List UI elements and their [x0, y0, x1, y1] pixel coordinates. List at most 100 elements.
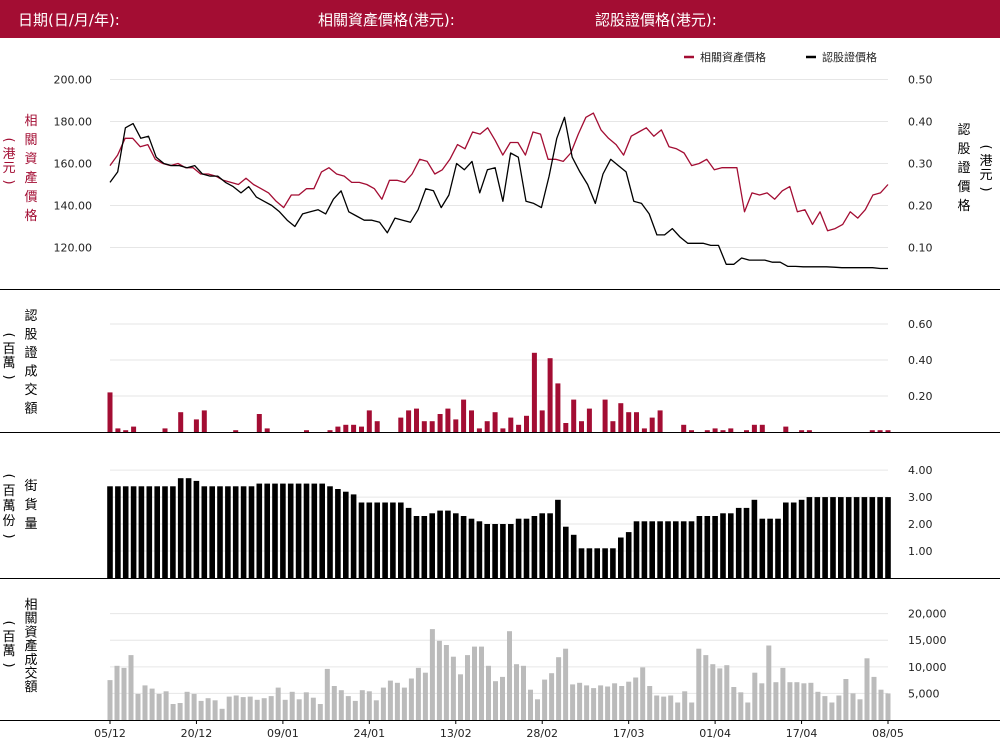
underlying-turnover-bar [745, 702, 751, 720]
underlying-turnover-bar [458, 674, 463, 720]
warrant-turnover-bar [704, 430, 710, 432]
left-axis-tick: 120.00 [54, 242, 93, 255]
underlying-turnover-bar [773, 682, 779, 720]
x-axis-tick: 24/01 [353, 727, 385, 740]
underlying-turnover-bar [450, 656, 456, 720]
svg-text:): ) [1, 179, 16, 184]
underlying-turnover-bar [401, 687, 407, 720]
underlying-turnover-bar [268, 696, 274, 720]
svg-text:產: 產 [24, 170, 37, 186]
underlying-turnover-bar [654, 695, 660, 720]
right-axis-tick: 0.50 [908, 74, 933, 87]
underlying-turnover-bar [219, 708, 225, 720]
warrant-turnover-bar [162, 428, 168, 432]
outstanding-bar [853, 497, 860, 578]
x-axis-tick: 17/04 [786, 727, 818, 740]
warrant-turnover-bar [131, 426, 137, 432]
legend-entry: 相關資產價格 [700, 50, 766, 64]
underlying-turnover-bar [801, 683, 807, 720]
outstanding-bar [508, 524, 514, 578]
underlying-turnover-bar [486, 665, 491, 720]
warrant-turnover-bar [461, 399, 467, 432]
outstanding-bar [445, 510, 451, 578]
svg-text:(: ( [1, 332, 16, 337]
outstanding-bar [413, 516, 420, 578]
underlying-turnover-bar [836, 695, 842, 720]
underlying-turnover-bar [205, 698, 211, 720]
warrant-turnover-bar [681, 424, 687, 432]
outstanding-bar [398, 502, 404, 578]
underlying-turnover-bar [128, 655, 134, 720]
svg-text:關: 關 [24, 612, 37, 627]
underlying-turnover-bar [668, 695, 674, 720]
underlying-turnover-bar [815, 691, 821, 720]
svg-text:量: 量 [24, 517, 37, 532]
svg-text:(: ( [978, 144, 993, 149]
warrant-turnover-bar [469, 410, 474, 432]
outstanding-bar [421, 516, 428, 578]
outstanding-bar [185, 478, 192, 578]
outstanding-bar [327, 486, 333, 578]
svg-text:港: 港 [979, 154, 992, 169]
underlying-turnover-bar [289, 691, 295, 720]
underlying-turnover-bar [514, 664, 519, 720]
underlying-turnover-bar [373, 700, 379, 720]
outstanding-bar [162, 486, 168, 578]
underlying-turnover-bar [429, 629, 435, 720]
warrant-turnover-bar [398, 417, 404, 432]
underlying-turnover-panel: 20,000 15,000 10,000 5,000 [0, 608, 1000, 721]
right-axis-tick: 0.40 [908, 116, 933, 129]
svg-text:股: 股 [24, 328, 37, 343]
svg-text:資: 資 [24, 152, 37, 167]
underlying-turnover-bar [338, 690, 344, 720]
outstanding-bar [531, 516, 538, 578]
underlying-turnover-bar [738, 692, 744, 720]
underlying-turnover-bar [198, 700, 204, 720]
warrant-turnover-bar [343, 424, 349, 432]
date-readout-label: 日期(日/月/年): [18, 11, 120, 29]
warrant-turnover-bar [406, 410, 412, 432]
svg-text:認: 認 [957, 122, 970, 138]
warrant-turnover-bar [500, 428, 506, 432]
warrant-turnover-bar [366, 410, 372, 432]
outstanding-bar [287, 483, 294, 578]
left-axis-tick: 180.00 [54, 116, 93, 129]
underlying-turnover-bar [282, 699, 288, 720]
outstanding-bar [775, 518, 781, 578]
svg-text:認: 認 [24, 308, 37, 324]
warrant-turnover-bar [193, 419, 199, 432]
warrant-turnover-bar [751, 424, 757, 432]
underlying-turnover-unit: (百萬) [1, 620, 16, 667]
outstanding-bar [696, 516, 703, 578]
outstanding-bar [798, 499, 805, 578]
svg-text:成: 成 [24, 365, 37, 380]
underlying-turnover-bar [682, 691, 688, 720]
outstanding-bar [343, 491, 349, 578]
outstanding-bar [869, 497, 876, 578]
svg-text:交: 交 [24, 666, 37, 682]
outstanding-bar [618, 537, 624, 578]
svg-text:萬: 萬 [2, 644, 15, 659]
underlying-turnover-bar [380, 687, 386, 720]
svg-text:元: 元 [2, 161, 15, 176]
svg-text:百: 百 [2, 342, 15, 357]
underlying-turnover-bar [156, 693, 162, 720]
svg-text:股: 股 [957, 142, 970, 157]
warrant-turnover-bar [304, 430, 309, 432]
underlying-turnover-bar [871, 676, 877, 720]
underlying-turnover-bar [107, 680, 113, 720]
left-axis-tick: 160.00 [54, 158, 93, 171]
warrant-turnover-bar [414, 408, 419, 432]
outstanding-bar [272, 483, 278, 578]
warrant-turnover-unit: (百萬) [1, 332, 16, 379]
outstanding-bar [476, 521, 483, 578]
warrant-turnover-bar [201, 410, 207, 432]
outstanding-bar [264, 483, 270, 578]
svg-text:價: 價 [957, 180, 970, 195]
outstanding-bar [138, 486, 145, 578]
warrant-turnover-bar [178, 412, 184, 432]
svg-text:額: 額 [24, 402, 37, 417]
outstanding-bar [468, 518, 475, 578]
